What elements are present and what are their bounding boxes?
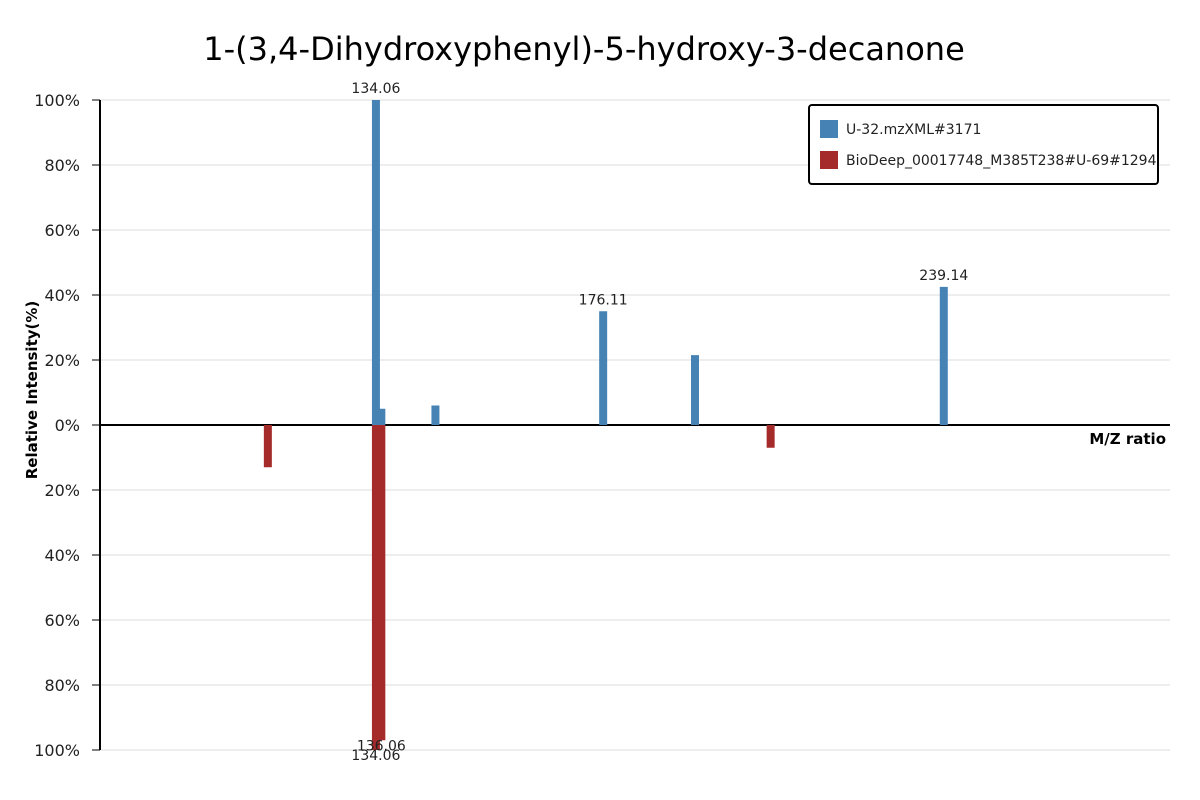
- chart-title: 1-(3,4-Dihydroxyphenyl)-5-hydroxy-3-deca…: [203, 30, 965, 68]
- peak-bar-1: [377, 408, 386, 425]
- y-axis-label: Relative Intensity(%): [23, 301, 41, 480]
- y-tick-label: 40%: [44, 286, 80, 305]
- peak-bar-1: [690, 355, 699, 425]
- legend: U-32.mzXML#3171 BioDeep_00017748_M385T23…: [808, 104, 1159, 185]
- peak-bar-2: [766, 425, 775, 448]
- legend-label-series-2: BioDeep_00017748_M385T238#U-69#1294: [846, 153, 1157, 169]
- peak-label: 136.06: [357, 738, 406, 754]
- peak-bar-2: [263, 425, 272, 468]
- peak-bar-1: [371, 100, 380, 425]
- legend-label-series-1: U-32.mzXML#3171: [846, 122, 981, 138]
- peak-bar-1: [431, 405, 440, 425]
- y-tick-label: 80%: [44, 156, 80, 175]
- peak-label: 239.14: [919, 268, 968, 284]
- y-tick-label: 0%: [55, 416, 80, 435]
- y-tick-label: 100%: [34, 741, 80, 760]
- y-tick-label: 100%: [34, 91, 80, 110]
- peak-bar-2: [371, 425, 380, 750]
- legend-swatch-series-1: [820, 120, 838, 138]
- y-tick-label: 20%: [44, 481, 80, 500]
- peak-bar-1: [599, 311, 608, 425]
- peak-bar-2: [377, 425, 386, 741]
- peak-label: 134.06: [351, 748, 400, 764]
- peak-label: 134.06: [351, 81, 400, 97]
- peak-label: 176.11: [579, 292, 628, 308]
- x-axis-label: M/Z ratio: [1089, 430, 1166, 448]
- grid-lines: [100, 99, 1170, 751]
- peak-bars: [263, 100, 948, 750]
- y-tick-label: 40%: [44, 546, 80, 565]
- y-tick-label: 60%: [44, 221, 80, 240]
- y-tick-label: 20%: [44, 351, 80, 370]
- legend-box: [808, 104, 1159, 185]
- legend-swatch-series-2: [820, 151, 838, 169]
- peak-bar-1: [939, 286, 948, 425]
- y-tick-label: 80%: [44, 676, 80, 695]
- axes: 0% 20% 40% 60% 80% 100% 20% 40% 60% 80% 100%: [34, 91, 1170, 760]
- y-tick-label: 60%: [44, 611, 80, 630]
